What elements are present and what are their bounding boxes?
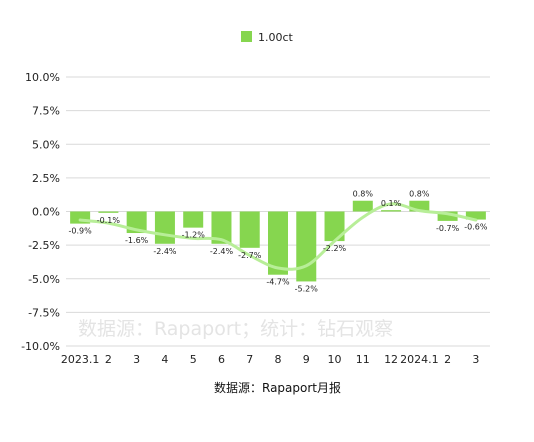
x-tick-label: 3 (472, 353, 479, 366)
data-labels: -0.9% -0.1% -1.6% -2.4% -1.2% -2.4% -2.7% -4.7%… (69, 190, 488, 294)
y-tick-label: 5.0% (32, 138, 60, 151)
bar (183, 211, 204, 228)
x-tick-label: 8 (275, 353, 282, 366)
x-tick-label: 2 (444, 353, 451, 366)
source-note: 数据源：Rapaport月报 (214, 380, 341, 395)
y-tick-label: -5.0% (28, 273, 60, 286)
x-tick-label: 10 (328, 353, 342, 366)
data-label: 0.8% (353, 190, 374, 199)
data-label: -5.2% (295, 284, 319, 293)
x-tick-label: 2024.1 (400, 353, 439, 366)
y-tick-label: -10.0% (21, 340, 60, 353)
bars (70, 200, 486, 282)
data-label: -1.2% (182, 231, 206, 240)
bar (98, 211, 119, 213)
y-tick-label: 7.5% (32, 105, 60, 118)
data-label: -2.4% (153, 247, 177, 256)
trend-line (78, 202, 478, 271)
bar (324, 211, 345, 242)
x-tick-label: 6 (218, 353, 225, 366)
data-label: 0.8% (409, 190, 430, 199)
bar (239, 211, 260, 248)
bar (409, 200, 430, 212)
data-label: -0.7% (436, 224, 460, 233)
x-tick-label: 2 (105, 353, 112, 366)
data-label: -2.4% (210, 247, 234, 256)
x-tick-label: 9 (303, 353, 310, 366)
data-label: -4.7% (266, 278, 290, 287)
data-label: -0.9% (69, 227, 93, 236)
bar (465, 211, 486, 220)
y-tick-label: -7.5% (28, 306, 60, 319)
x-tick-label: 7 (246, 353, 253, 366)
x-tick-label: 2023.1 (61, 353, 100, 366)
x-tick-label: 4 (161, 353, 168, 366)
x-axis: 2023.1 2 3 4 5 6 7 8 9 10 11 12 2024.1 2 3 (61, 353, 479, 366)
y-tick-label: 2.5% (32, 172, 60, 185)
trend-line-path (78, 202, 478, 271)
data-label: 0.1% (381, 199, 402, 208)
watermark-text: 数据源：Rapaport；统计：钻石观察 (78, 318, 393, 340)
y-tick-label: 10.0% (25, 71, 60, 84)
y-tick-label: 0.0% (32, 206, 60, 219)
legend-label: 1.00ct (258, 31, 294, 44)
x-tick-label: 3 (133, 353, 140, 366)
data-label: -2.2% (323, 244, 347, 253)
bar (268, 211, 288, 275)
data-label: -0.1% (97, 216, 121, 225)
x-tick-label: 12 (384, 353, 398, 366)
data-label: -1.6% (125, 236, 149, 245)
bar (154, 211, 175, 244)
bar (437, 211, 458, 221)
bar (211, 211, 232, 244)
legend: 1.00ct (241, 31, 294, 44)
legend-swatch (241, 31, 252, 42)
bar (296, 211, 317, 282)
x-tick-label: 5 (190, 353, 197, 366)
data-label: -0.6% (464, 223, 488, 232)
y-axis: 10.0% 7.5% 5.0% 2.5% 0.0% -2.5% -5.0% -7.5% -10.… (21, 71, 60, 353)
x-tick-label: 11 (356, 353, 370, 366)
y-tick-label: -2.5% (28, 239, 60, 252)
bar (381, 210, 402, 212)
data-label: -2.7% (238, 251, 262, 260)
bar (352, 200, 373, 212)
